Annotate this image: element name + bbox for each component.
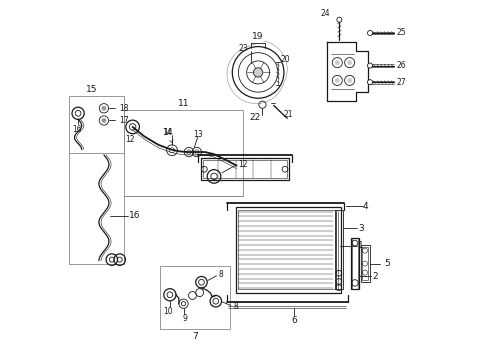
Text: 9: 9 <box>182 314 187 323</box>
Text: 21: 21 <box>283 110 292 119</box>
Circle shape <box>334 60 339 65</box>
Bar <box>202 160 286 178</box>
Bar <box>237 211 336 289</box>
Bar <box>351 238 357 289</box>
Text: 23: 23 <box>238 44 247 53</box>
Bar <box>360 246 369 282</box>
Bar <box>334 211 342 289</box>
Bar <box>235 207 341 293</box>
Bar <box>351 238 358 289</box>
Text: 20: 20 <box>280 55 290 64</box>
Circle shape <box>347 78 351 82</box>
Bar <box>361 247 367 280</box>
Text: 27: 27 <box>396 78 406 87</box>
Bar <box>124 110 242 196</box>
Text: 8: 8 <box>218 270 223 279</box>
Text: 10: 10 <box>163 307 173 316</box>
Bar <box>201 158 288 180</box>
Circle shape <box>253 68 262 77</box>
Text: 16: 16 <box>128 211 140 220</box>
Text: 24: 24 <box>320 9 329 18</box>
Text: 25: 25 <box>396 28 406 37</box>
Text: 12: 12 <box>125 135 134 144</box>
Bar <box>160 266 230 329</box>
Text: 3: 3 <box>357 224 363 233</box>
Text: 2: 2 <box>371 272 377 281</box>
Text: 4: 4 <box>362 202 368 211</box>
Text: 16: 16 <box>72 125 81 134</box>
Text: 5: 5 <box>384 259 389 268</box>
Circle shape <box>334 78 339 82</box>
Circle shape <box>347 60 351 65</box>
Circle shape <box>102 106 106 111</box>
Circle shape <box>367 63 372 68</box>
Circle shape <box>367 80 372 85</box>
Text: 22: 22 <box>248 113 260 122</box>
Text: 8: 8 <box>233 302 237 311</box>
Circle shape <box>367 31 372 36</box>
Text: 1: 1 <box>357 241 363 250</box>
Text: 17: 17 <box>119 116 128 125</box>
Circle shape <box>336 17 341 22</box>
Text: 7: 7 <box>192 332 198 341</box>
Text: 12: 12 <box>238 160 247 169</box>
Circle shape <box>102 118 106 123</box>
Text: 18: 18 <box>119 104 128 113</box>
Text: 15: 15 <box>86 85 98 94</box>
Bar <box>69 96 124 153</box>
Text: 14: 14 <box>163 128 173 143</box>
Text: 6: 6 <box>291 316 297 325</box>
Text: 11: 11 <box>178 99 189 108</box>
Text: 13: 13 <box>193 130 203 139</box>
Text: 19: 19 <box>252 32 264 41</box>
Text: 14: 14 <box>162 128 172 137</box>
Text: 26: 26 <box>396 61 406 70</box>
